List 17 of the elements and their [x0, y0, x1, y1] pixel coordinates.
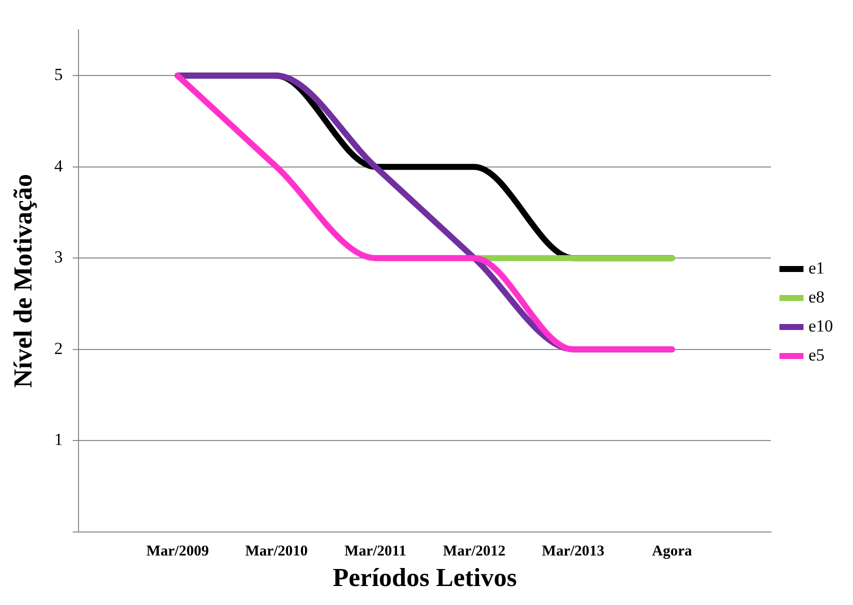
y-tick-label: 2	[54, 338, 63, 358]
y-tick-label: 1	[54, 430, 63, 450]
x-tick-label: Mar/2010	[245, 544, 308, 560]
legend-label: e10	[808, 316, 833, 336]
x-tick-label: Mar/2012	[443, 544, 506, 560]
x-tick-label: Mar/2011	[344, 544, 406, 560]
x-axis-title: Períodos Letivos	[332, 563, 517, 592]
y-tick-label: 5	[54, 65, 63, 84]
legend-label: e8	[808, 287, 824, 306]
y-tick-label: 3	[54, 248, 63, 267]
x-tick-label: Mar/2009	[146, 544, 209, 560]
x-tick-label: Mar/2013	[542, 544, 604, 560]
legend-label: e1	[808, 258, 824, 278]
y-axis-title: Nível de Motivação	[8, 174, 38, 388]
legend-label: e5	[808, 345, 824, 364]
y-tick-label: 4	[54, 156, 64, 176]
x-tick-label: Agora	[652, 544, 693, 560]
